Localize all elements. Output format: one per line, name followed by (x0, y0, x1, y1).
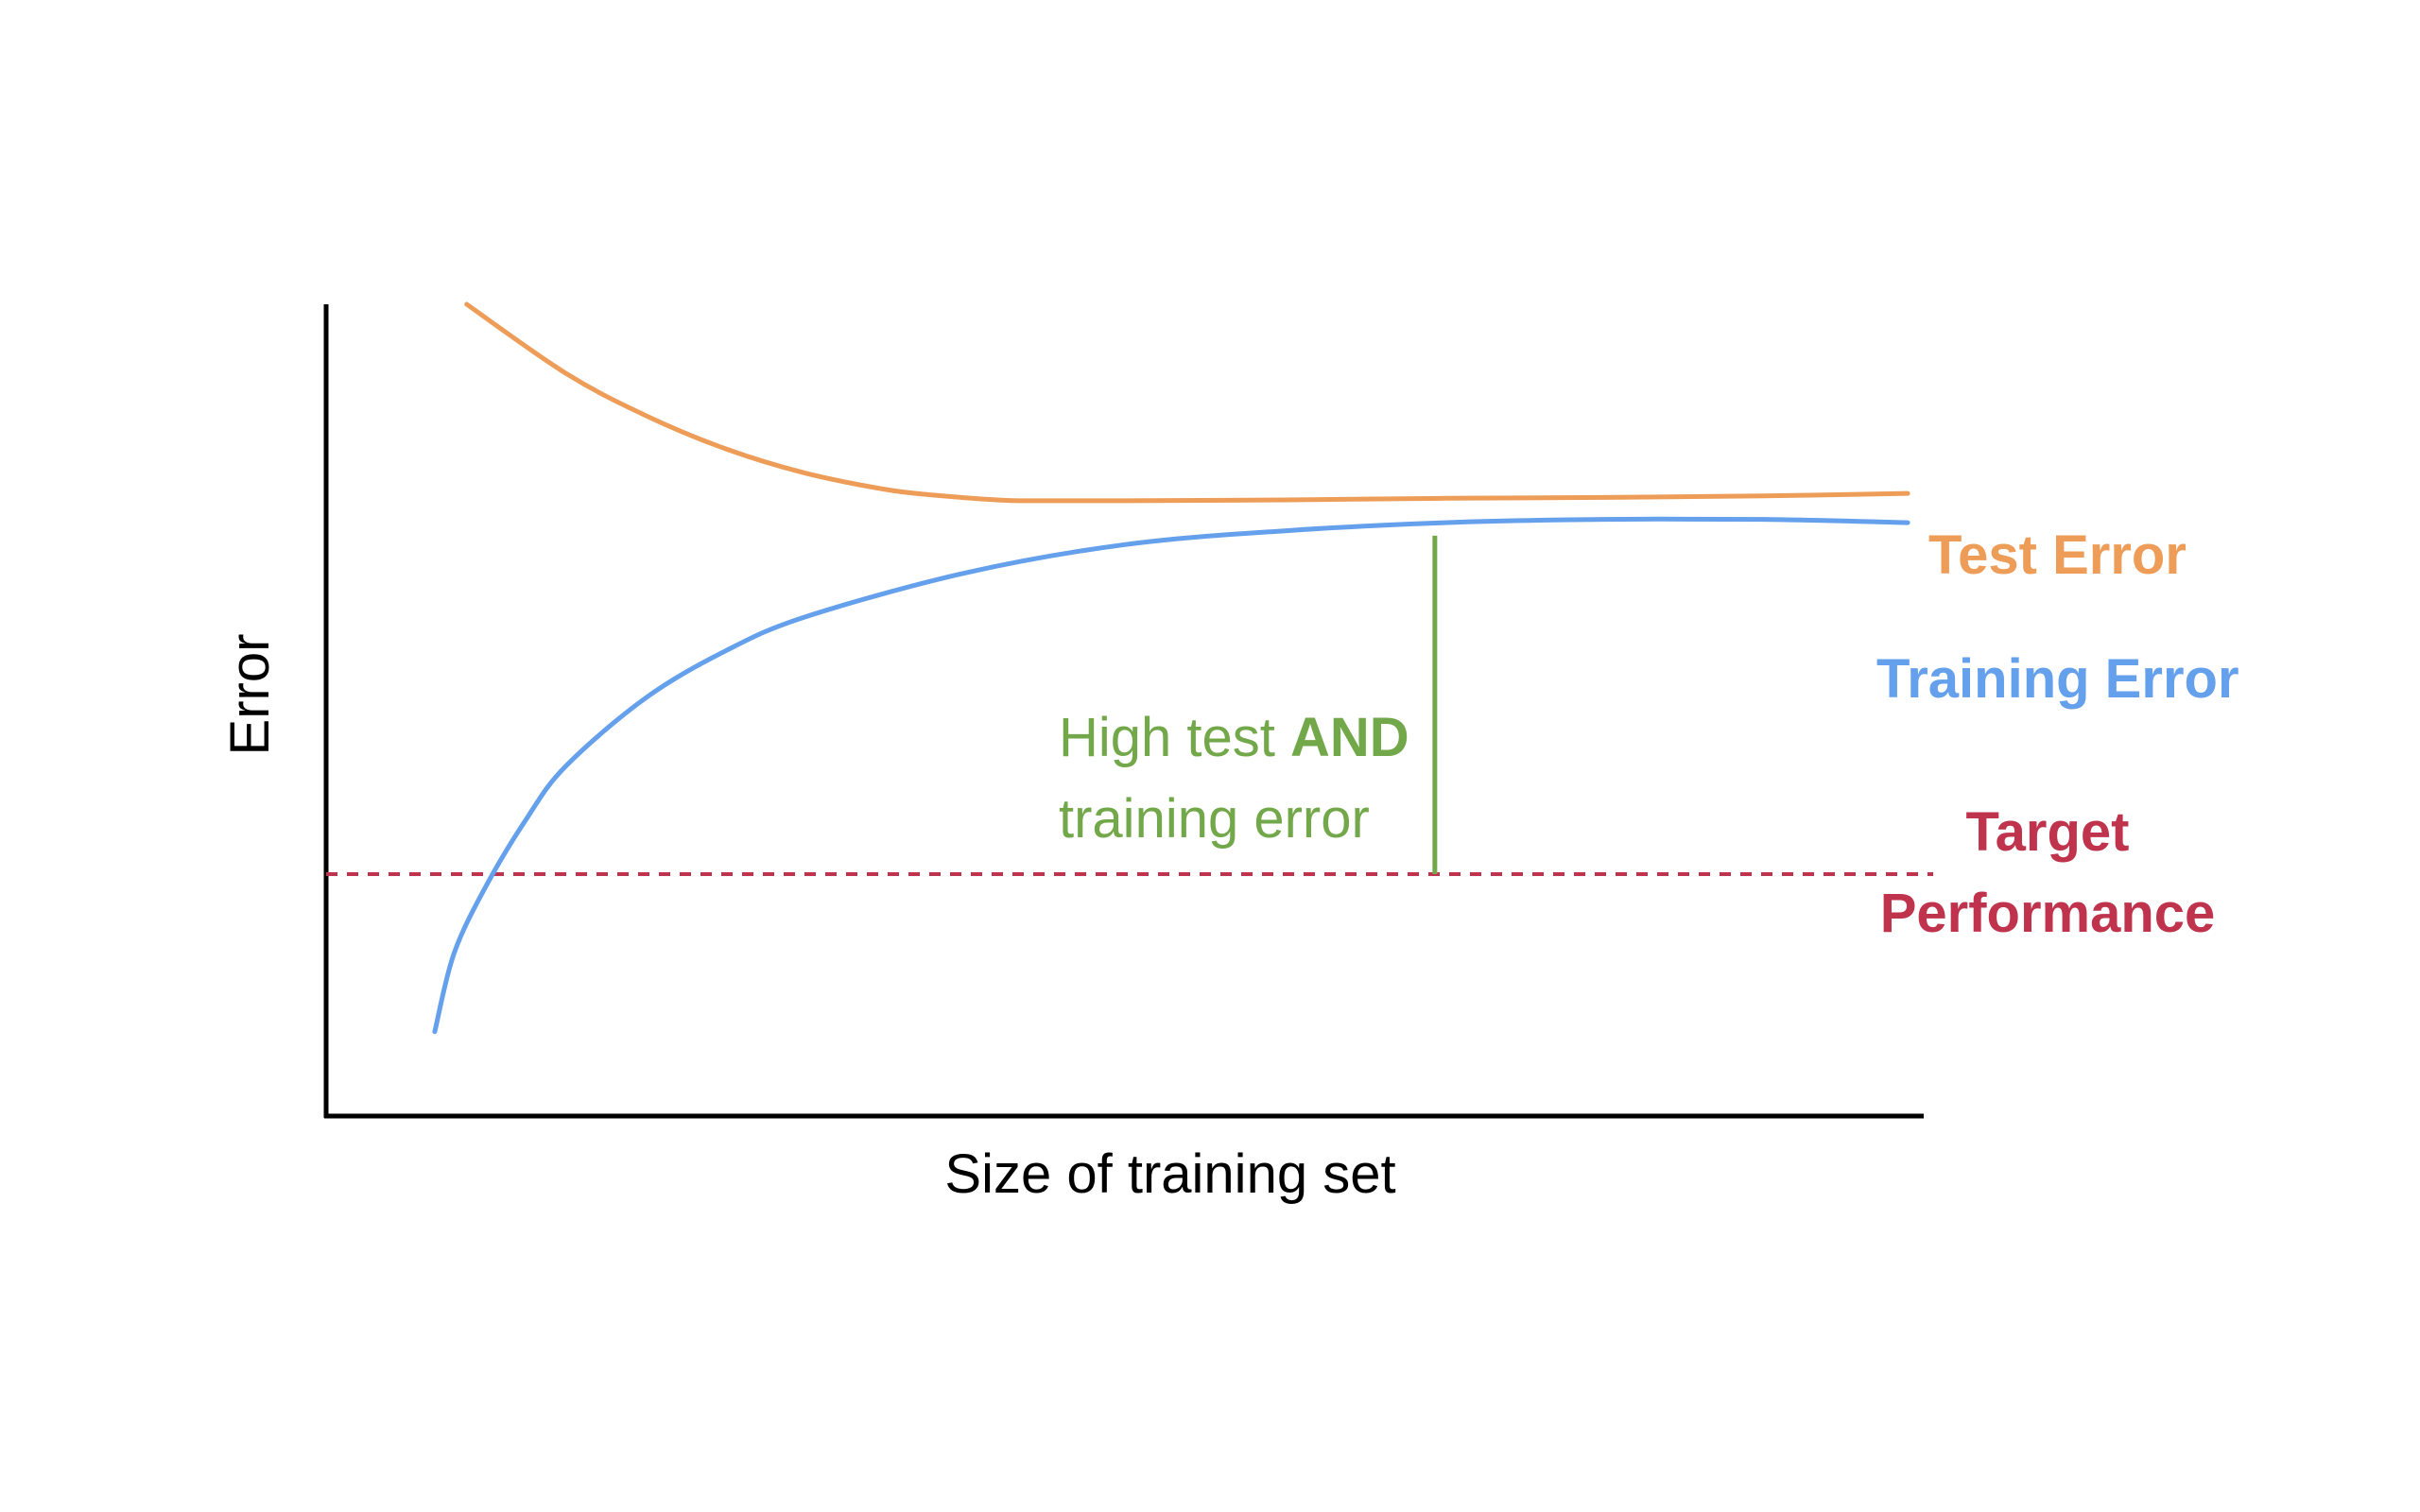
target-label-line-2: Performance (1880, 883, 2216, 944)
series-label-test-error: Test Error (1928, 524, 2187, 586)
series-label-training-error: Training Error (1876, 648, 2239, 710)
gap-annotation-line-2: training error (1059, 788, 1370, 850)
series-line-test-error (464, 301, 1910, 504)
series-layer (326, 301, 1933, 1035)
gap-annotation-bold: AND (1290, 707, 1409, 768)
series-line-training-error (432, 516, 1910, 1035)
gap-annotation-text: High test (1059, 707, 1290, 768)
y-axis-label: Error (219, 634, 281, 756)
gap-annotation-line-1: High test AND (1059, 707, 1409, 768)
target-label-line-1: Target (1966, 801, 2130, 863)
axes (323, 304, 1924, 1119)
x-axis-label: Size of training set (944, 1143, 1395, 1205)
